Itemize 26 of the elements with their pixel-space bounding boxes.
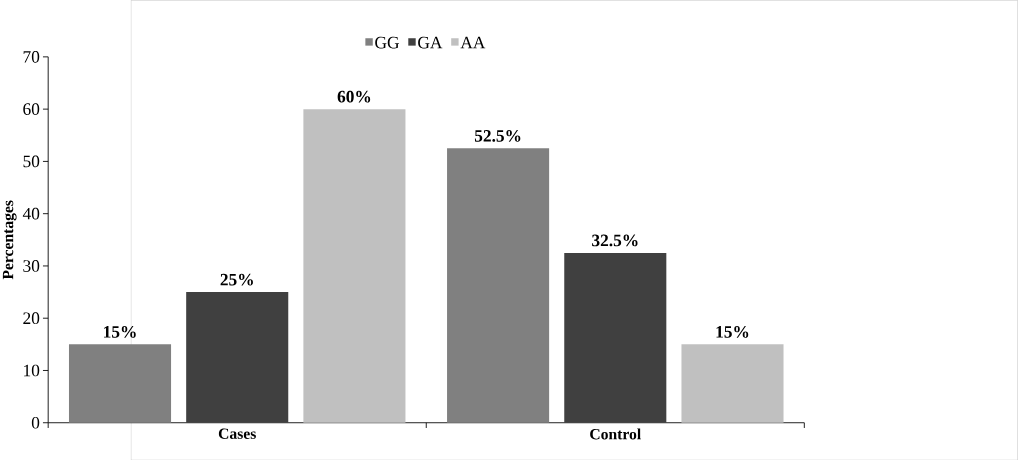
y-tick-label: 10: [24, 364, 40, 377]
bar: [68, 344, 172, 423]
bar: [564, 252, 667, 423]
legend-label: GA: [418, 36, 443, 49]
bar: [303, 108, 406, 423]
data-label: 15%: [104, 325, 136, 338]
bar: [681, 344, 784, 423]
x-tick-label: Cases: [218, 428, 256, 439]
data-label: 32.5%: [592, 234, 638, 247]
legend-label: AA: [460, 36, 486, 49]
y-tick-label: 40: [22, 207, 40, 220]
y-tick-label: 30: [23, 259, 40, 272]
bar: [186, 291, 289, 423]
y-tick-label: 50: [23, 155, 40, 168]
y-tick-label: 0: [31, 416, 40, 429]
y-tick-label: 60: [23, 103, 40, 115]
y-tick-label: 70: [23, 50, 40, 63]
data-label: 15%: [716, 325, 749, 338]
data-label: 52.5%: [474, 129, 521, 142]
legend-label: GG: [375, 36, 400, 49]
data-label: 60%: [337, 90, 371, 103]
bar: [447, 148, 550, 423]
y-axis-title: Percentages: [2, 200, 17, 280]
y-tick-label: 20: [23, 312, 40, 324]
data-label: 25%: [220, 273, 253, 286]
x-tick-label: Control: [590, 428, 641, 440]
